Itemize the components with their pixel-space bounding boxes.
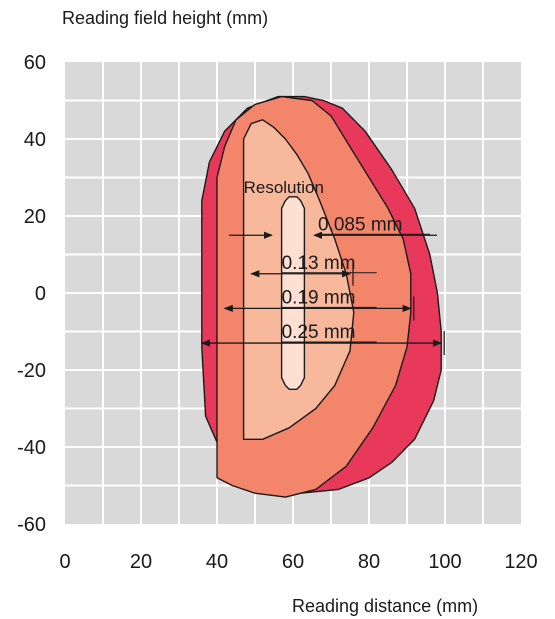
x-tick-label: 100 bbox=[428, 551, 461, 573]
x-tick-label: 120 bbox=[504, 551, 537, 573]
dimension-label: 0.085 mm bbox=[318, 214, 402, 235]
plot-area: Resolution 0.085 mm 0.13 mm 0.19 mm 0.25 mm 0… bbox=[17, 52, 538, 573]
y-axis-label: Reading field height (mm) bbox=[62, 8, 268, 28]
y-tick-label: -20 bbox=[17, 360, 46, 382]
dimension-label: 0.25 mm bbox=[282, 322, 356, 343]
dimension-label: 0.19 mm bbox=[282, 287, 356, 308]
dimension-label: 0.13 mm bbox=[282, 253, 356, 274]
y-tick-label: -40 bbox=[17, 437, 46, 459]
y-tick-label: 60 bbox=[24, 52, 46, 74]
y-tick-label: -60 bbox=[17, 514, 46, 536]
resolution-label: Resolution bbox=[244, 178, 324, 197]
x-tick-label: 80 bbox=[358, 551, 380, 573]
y-tick-label: 40 bbox=[24, 129, 46, 151]
x-tick-label: 60 bbox=[282, 551, 304, 573]
x-tick-label: 20 bbox=[130, 551, 152, 573]
y-tick-label: 0 bbox=[35, 283, 46, 305]
x-tick-label: 40 bbox=[206, 551, 228, 573]
x-tick-label: 0 bbox=[59, 551, 70, 573]
y-tick-label: 20 bbox=[24, 206, 46, 228]
x-axis-label: Reading distance (mm) bbox=[292, 596, 478, 616]
